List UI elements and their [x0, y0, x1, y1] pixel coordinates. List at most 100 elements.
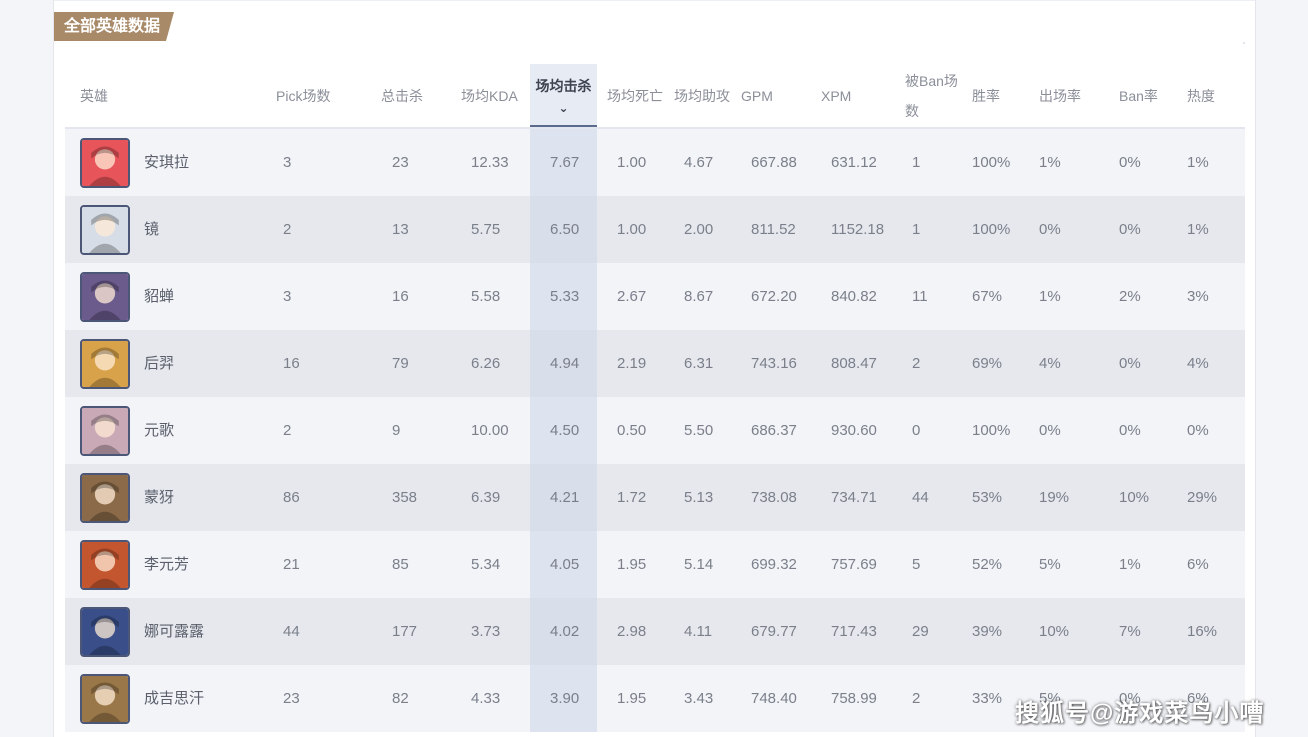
cell-heat: 29% [1187, 489, 1218, 506]
cell-gpm: 811.52 [751, 221, 796, 238]
cell-gpm: 738.08 [751, 489, 797, 506]
hero-avatar[interactable] [80, 205, 130, 255]
hero-avatar[interactable] [80, 674, 130, 724]
hero-avatar[interactable] [80, 272, 130, 322]
table-row[interactable]: 李元芳 21 85 5.34 4.05 1.95 5.14 699.32 757.69 5 52% 5… [65, 531, 1245, 598]
cell-ban-rate: 0% [1119, 154, 1141, 171]
cell-ban-rate: 0% [1119, 355, 1141, 372]
column-header-ban-games[interactable]: 被Ban场 数 [905, 64, 967, 127]
table-row[interactable]: 元歌 2 9 10.00 4.50 0.50 5.50 686.37 930.60 0 100% 0%… [65, 397, 1245, 464]
cell-pick: 3 [283, 154, 292, 171]
cell-ban-rate: 0% [1119, 690, 1141, 707]
column-header-xpm[interactable]: XPM [821, 87, 852, 104]
hero-avatar[interactable] [80, 540, 130, 590]
hero-name[interactable]: 成吉思汗 [144, 690, 205, 707]
cell-heat: 6% [1187, 690, 1209, 707]
cell-xpm: 734.71 [831, 489, 877, 506]
hero-avatar[interactable] [80, 339, 130, 389]
hero-portrait-icon [82, 274, 128, 320]
cell-appear-rate: 5% [1039, 556, 1061, 573]
table-row[interactable]: 貂蝉 3 16 5.58 5.33 2.67 8.67 672.20 840.82 11 67% 1%… [65, 263, 1245, 330]
sorted-column-highlight [530, 464, 597, 531]
cell-gpm: 743.16 [751, 355, 797, 372]
cell-avg-kda: 5.75 [471, 221, 501, 238]
cell-avg-deaths: 0.50 [617, 422, 647, 439]
cell-win-rate: 69% [972, 355, 1003, 372]
hero-portrait-icon [82, 609, 128, 655]
cell-avg-assists: 4.11 [684, 623, 713, 640]
column-header-avg-assists[interactable]: 场均助攻 [674, 87, 730, 104]
cell-total-kills: 85 [392, 556, 409, 573]
cell-ban-rate: 10% [1119, 489, 1150, 506]
table-row[interactable]: 安琪拉 3 23 12.33 7.67 1.00 4.67 667.88 631.12 1 100%… [65, 129, 1245, 196]
hero-portrait-icon [82, 542, 128, 588]
cell-gpm: 748.40 [751, 690, 797, 707]
cell-avg-deaths: 2.67 [617, 288, 647, 305]
cell-total-kills: 23 [392, 154, 409, 171]
column-header-gpm[interactable]: GPM [741, 87, 773, 104]
cell-avg-deaths: 1.95 [617, 690, 647, 707]
column-header-avg-deaths[interactable]: 场均死亡 [607, 87, 663, 104]
column-header-pick[interactable]: Pick场数 [276, 87, 331, 104]
cell-avg-assists: 5.14 [684, 556, 714, 573]
hero-name[interactable]: 安琪拉 [144, 154, 190, 171]
hero-name[interactable]: 元歌 [144, 422, 175, 439]
hero-name[interactable]: 后羿 [144, 355, 175, 372]
column-header-win-rate[interactable]: 胜率 [972, 87, 1000, 104]
cell-pick: 16 [283, 355, 300, 372]
table-row[interactable]: 后羿 16 79 6.26 4.94 2.19 6.31 743.16 808.47 2 69% 4%… [65, 330, 1245, 397]
cell-pick: 2 [283, 221, 292, 238]
hero-portrait-icon [82, 207, 128, 253]
column-header-ban-rate[interactable]: Ban率 [1119, 87, 1158, 104]
table-row[interactable]: 成吉思汗 23 82 4.33 3.90 1.95 3.43 748.40 758.99 2 33%… [65, 665, 1245, 732]
cell-heat: 3% [1187, 288, 1209, 305]
cell-ban-games: 29 [912, 623, 929, 640]
cell-pick: 44 [283, 623, 300, 640]
cell-total-kills: 79 [392, 355, 409, 372]
hero-avatar[interactable] [80, 473, 130, 523]
column-header-avg-kda[interactable]: 场均KDA [461, 87, 518, 104]
sorted-column-highlight [530, 330, 597, 397]
section-title-tab: 全部英雄数据 [54, 12, 174, 41]
cell-xpm: 808.47 [831, 355, 877, 372]
cell-total-kills: 177 [392, 623, 418, 640]
column-header-total-kills[interactable]: 总击杀 [381, 87, 423, 104]
cell-avg-kills: 7.67 [550, 154, 580, 171]
cell-gpm: 672.20 [751, 288, 797, 305]
cell-ban-games: 2 [912, 355, 921, 372]
hero-portrait-icon [82, 676, 128, 722]
column-header-heat[interactable]: 热度 [1187, 87, 1215, 104]
hero-name[interactable]: 李元芳 [144, 556, 190, 573]
cell-heat: 16% [1187, 623, 1218, 640]
hero-name[interactable]: 娜可露露 [144, 623, 205, 640]
cell-xpm: 758.99 [831, 690, 877, 707]
hero-name[interactable]: 貂蝉 [144, 288, 175, 305]
cell-xpm: 1152.18 [831, 221, 885, 238]
hero-portrait-icon [82, 341, 128, 387]
cell-total-kills: 16 [392, 288, 409, 305]
cell-win-rate: 33% [972, 690, 1003, 707]
column-header-appear-rate[interactable]: 出场率 [1039, 87, 1081, 104]
hero-avatar[interactable] [80, 138, 130, 188]
cell-appear-rate: 4% [1039, 355, 1061, 372]
cell-avg-deaths: 2.19 [617, 355, 647, 372]
table-header-row: 英雄 Pick场数 总击杀 场均KDA 场均击杀 ⌄ 场均死亡 场均助攻 GPM… [65, 64, 1245, 129]
hero-avatar[interactable] [80, 406, 130, 456]
sorted-column-highlight [530, 263, 597, 330]
column-header-avg-kills-sorted[interactable]: 场均击杀 ⌄ [530, 64, 597, 127]
hero-avatar[interactable] [80, 607, 130, 657]
hero-name[interactable]: 蒙犽 [144, 489, 175, 506]
cell-ban-rate: 7% [1119, 623, 1141, 640]
cell-avg-assists: 3.43 [684, 690, 714, 707]
cell-avg-kda: 5.58 [471, 288, 501, 305]
table-row[interactable]: 蒙犽 86 358 6.39 4.21 1.72 5.13 738.08 734.71 44 53%… [65, 464, 1245, 531]
hero-stats-panel: 全部英雄数据 英雄 Pick场数 总击杀 场均KDA 场均击杀 ⌄ 场均死亡 场… [53, 0, 1256, 737]
cell-gpm: 667.88 [751, 154, 797, 171]
cell-gpm: 686.37 [751, 422, 797, 439]
column-header-hero[interactable]: 英雄 [80, 87, 108, 104]
table-row[interactable]: 娜可露露 44 177 3.73 4.02 2.98 4.11 679.77 717.43 29 3… [65, 598, 1245, 665]
hero-name[interactable]: 镜 [144, 221, 160, 238]
cell-avg-assists: 2.00 [684, 221, 714, 238]
cell-avg-kills: 4.94 [550, 355, 580, 372]
table-row[interactable]: 镜 2 13 5.75 6.50 1.00 2.00 811.52 1152.18 1 100% 0%… [65, 196, 1245, 263]
